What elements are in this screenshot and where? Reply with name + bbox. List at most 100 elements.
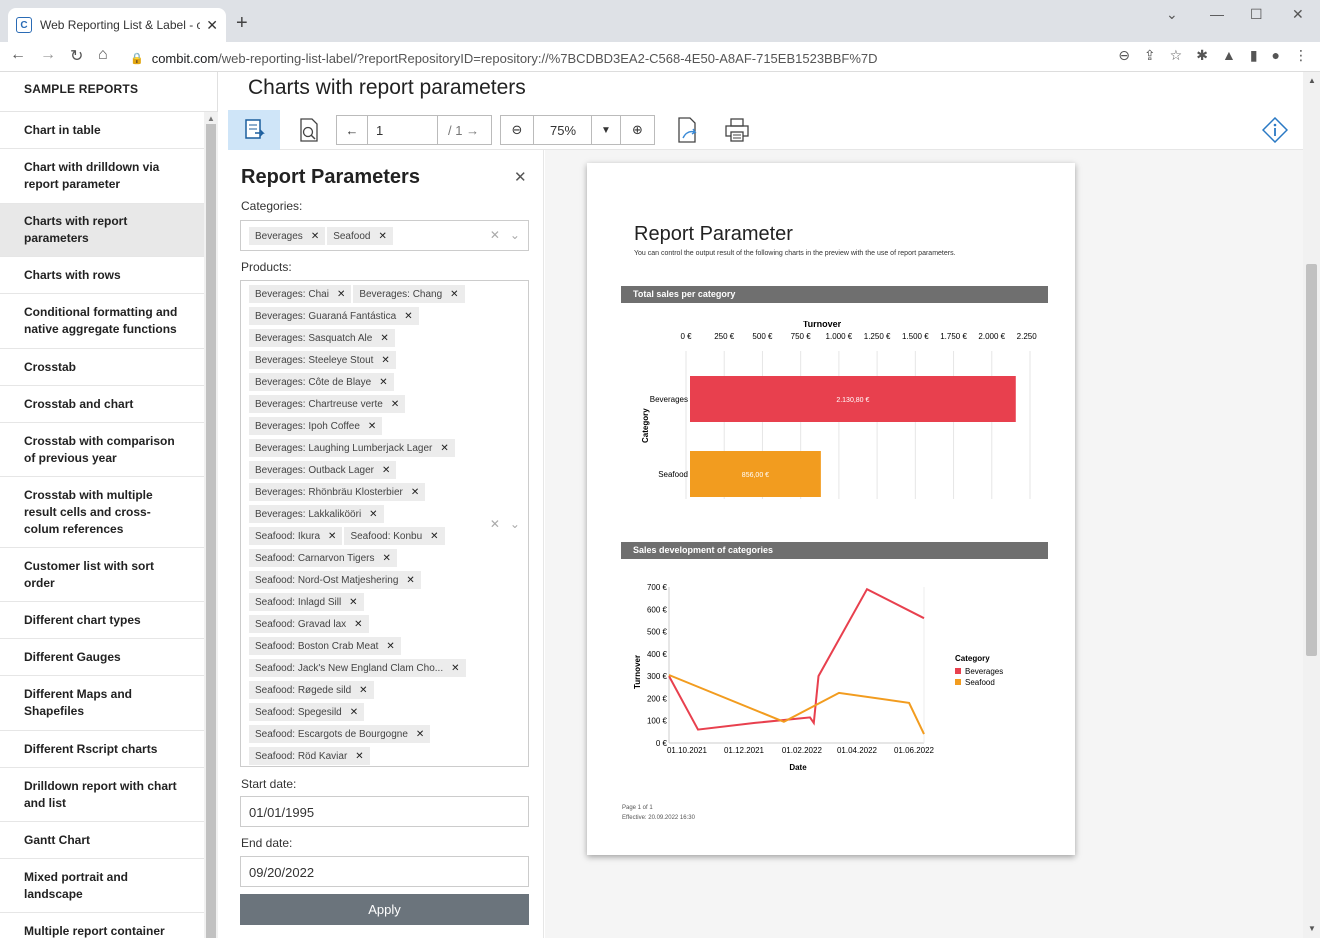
chip-remove-icon[interactable]: ✕	[349, 596, 358, 608]
reload-icon[interactable]: ↻	[70, 48, 84, 65]
scroll-up-icon[interactable]: ▲	[1308, 76, 1316, 85]
chip-remove-icon[interactable]: ✕	[380, 332, 389, 344]
extensions-icon[interactable]: ✱	[1196, 47, 1208, 63]
url-field[interactable]: 🔒 combit.com/web-reporting-list-label/?r…	[130, 47, 878, 69]
sidebar-item[interactable]: Charts with report parameters	[0, 204, 204, 257]
sidebar-item-label: Mixed portrait and landscape	[24, 869, 129, 901]
zoom-out-button[interactable]: ⊖	[500, 115, 534, 145]
chip-remove-icon[interactable]: ✕	[354, 618, 363, 630]
window-close-icon[interactable]: ✕	[1292, 6, 1304, 22]
sidebar-item-label: Gantt Chart	[24, 832, 90, 847]
sidebar-item[interactable]: Drilldown report with chart and list	[0, 768, 204, 822]
export-button[interactable]	[672, 110, 702, 150]
chip-remove-icon[interactable]: ✕	[410, 486, 420, 498]
selected-chip: Beverages: Chai ✕	[249, 285, 352, 303]
chip-remove-icon[interactable]: ✕	[359, 684, 368, 696]
sidebar-item[interactable]: Conditional formatting and native aggreg…	[0, 294, 204, 349]
chip-remove-icon[interactable]: ✕	[367, 420, 377, 432]
sidebar-scrollbar[interactable]: ▲	[204, 112, 218, 938]
chip-remove-icon[interactable]: ✕	[415, 728, 425, 740]
selected-chip: Beverages: Laughing Lumberjack Lager ✕	[249, 439, 455, 457]
chip-remove-icon[interactable]: ✕	[349, 706, 359, 718]
main-scroll-thumb[interactable]	[1306, 264, 1317, 656]
sidebar-item[interactable]: Multiple report container	[0, 913, 204, 938]
chip-remove-icon[interactable]: ✕	[328, 530, 337, 542]
labs-icon[interactable]: ▲	[1221, 47, 1236, 63]
y-axis-label: Turnover	[633, 655, 642, 689]
new-tab-icon[interactable]: +	[236, 12, 248, 34]
start-date-input[interactable]: 01/01/1995	[240, 796, 529, 827]
chip-remove-icon[interactable]: ✕	[369, 508, 378, 520]
chip-remove-icon[interactable]: ✕	[336, 288, 346, 300]
browser-tab[interactable]: C Web Reporting List & Label - cor ✕	[8, 8, 226, 42]
chip-remove-icon[interactable]: ✕	[379, 376, 388, 388]
info-button[interactable]	[1260, 110, 1290, 150]
sidebar-scroll-thumb[interactable]	[206, 124, 216, 938]
profile-icon[interactable]: ●	[1271, 47, 1280, 63]
chip-remove-icon[interactable]: ✕	[355, 750, 364, 762]
bookmark-star-icon[interactable]: ☆	[1169, 47, 1183, 63]
print-button[interactable]	[722, 110, 752, 150]
sidebar-item[interactable]: Crosstab	[0, 349, 204, 386]
y-tick-label: 500 €	[647, 628, 668, 637]
zoom-input[interactable]: 75%	[533, 115, 592, 145]
sidebar-item[interactable]: Different Maps and Shapefiles	[0, 676, 204, 731]
apply-button[interactable]: Apply	[240, 894, 529, 925]
chip-remove-icon[interactable]: ✕	[406, 574, 415, 586]
search-report-button[interactable]	[294, 110, 324, 150]
close-panel-icon[interactable]: ✕	[514, 169, 527, 186]
parameters-toggle-button[interactable]	[228, 110, 280, 150]
back-icon[interactable]: ←	[10, 46, 26, 63]
sidebar-item[interactable]: Chart in table	[0, 112, 204, 149]
sidebar-item[interactable]: Different Rscript charts	[0, 731, 204, 768]
sidebar-item[interactable]: Different Gauges	[0, 639, 204, 676]
chip-remove-icon[interactable]: ✕	[382, 552, 391, 564]
chip-remove-icon[interactable]: ✕	[440, 442, 449, 454]
sidebar-item[interactable]: Chart with drilldown via report paramete…	[0, 149, 204, 204]
maximize-icon[interactable]: ☐	[1250, 6, 1263, 22]
categories-clear-chevron-icon[interactable]: ✕ ⌄	[489, 228, 520, 242]
chip-remove-icon[interactable]: ✕	[378, 230, 387, 242]
menu-icon[interactable]: ⋮	[1294, 47, 1308, 63]
chip-remove-icon[interactable]: ✕	[451, 662, 460, 674]
products-select[interactable]: Beverages: Chai ✕ Beverages: Chang ✕ Beverag…	[240, 280, 529, 767]
sidebar-item[interactable]: Gantt Chart	[0, 822, 204, 859]
end-date-input[interactable]: 09/20/2022	[240, 856, 529, 887]
scroll-up-icon[interactable]: ▲	[207, 114, 215, 123]
sidebar-item[interactable]: Crosstab with multiple result cells and …	[0, 477, 204, 548]
sidebar-item[interactable]: Mixed portrait and landscape	[0, 859, 204, 913]
categories-select[interactable]: Beverages ✕ Seafood ✕ ✕ ⌄	[240, 220, 529, 251]
tab-close-icon[interactable]: ✕	[206, 16, 218, 33]
chip-remove-icon[interactable]: ✕	[381, 354, 390, 366]
chip-remove-icon[interactable]: ✕	[404, 310, 413, 322]
share-icon[interactable]: ⇪	[1143, 47, 1156, 63]
tab-search-icon[interactable]: ⌄	[1166, 6, 1178, 22]
side-panel-icon[interactable]: ▮	[1249, 47, 1258, 63]
zoom-in-button[interactable]: ⊕	[620, 115, 655, 145]
arrow-right-icon: →	[466, 122, 480, 138]
sidebar-item-label: Crosstab and chart	[24, 396, 134, 411]
page-number-input[interactable]: 1	[367, 115, 438, 145]
chip-remove-icon[interactable]: ✕	[430, 530, 439, 542]
chip-label: Beverages: Rhönbräu Klosterbier	[255, 486, 403, 498]
chip-remove-icon[interactable]: ✕	[310, 230, 320, 242]
products-clear-chevron-icon[interactable]: ✕ ⌄	[489, 517, 520, 531]
previous-page-button[interactable]: ←	[336, 115, 368, 145]
scroll-down-icon[interactable]: ▼	[1308, 924, 1316, 933]
next-page-button[interactable]: / 1 →	[437, 115, 492, 145]
zoom-dropdown[interactable]: ▼	[591, 115, 621, 145]
chip-remove-icon[interactable]: ✕	[450, 288, 459, 300]
chip-remove-icon[interactable]: ✕	[386, 640, 395, 652]
chip-remove-icon[interactable]: ✕	[381, 464, 391, 476]
sidebar-item[interactable]: Crosstab with comparison of previous yea…	[0, 423, 204, 477]
sidebar-item[interactable]: Different chart types	[0, 602, 204, 639]
home-icon[interactable]: ⌂	[98, 46, 108, 63]
chip-remove-icon[interactable]: ✕	[390, 398, 400, 410]
sidebar-item[interactable]: Customer list with sort order	[0, 548, 204, 602]
zoom-icon[interactable]: ⊖	[1118, 47, 1130, 63]
main-scrollbar[interactable]: ▲ ▼	[1303, 72, 1320, 938]
sidebar-item[interactable]: Charts with rows	[0, 257, 204, 294]
forward-icon[interactable]: →	[40, 46, 56, 63]
sidebar-item[interactable]: Crosstab and chart	[0, 386, 204, 423]
minimize-icon[interactable]: —	[1210, 6, 1224, 22]
